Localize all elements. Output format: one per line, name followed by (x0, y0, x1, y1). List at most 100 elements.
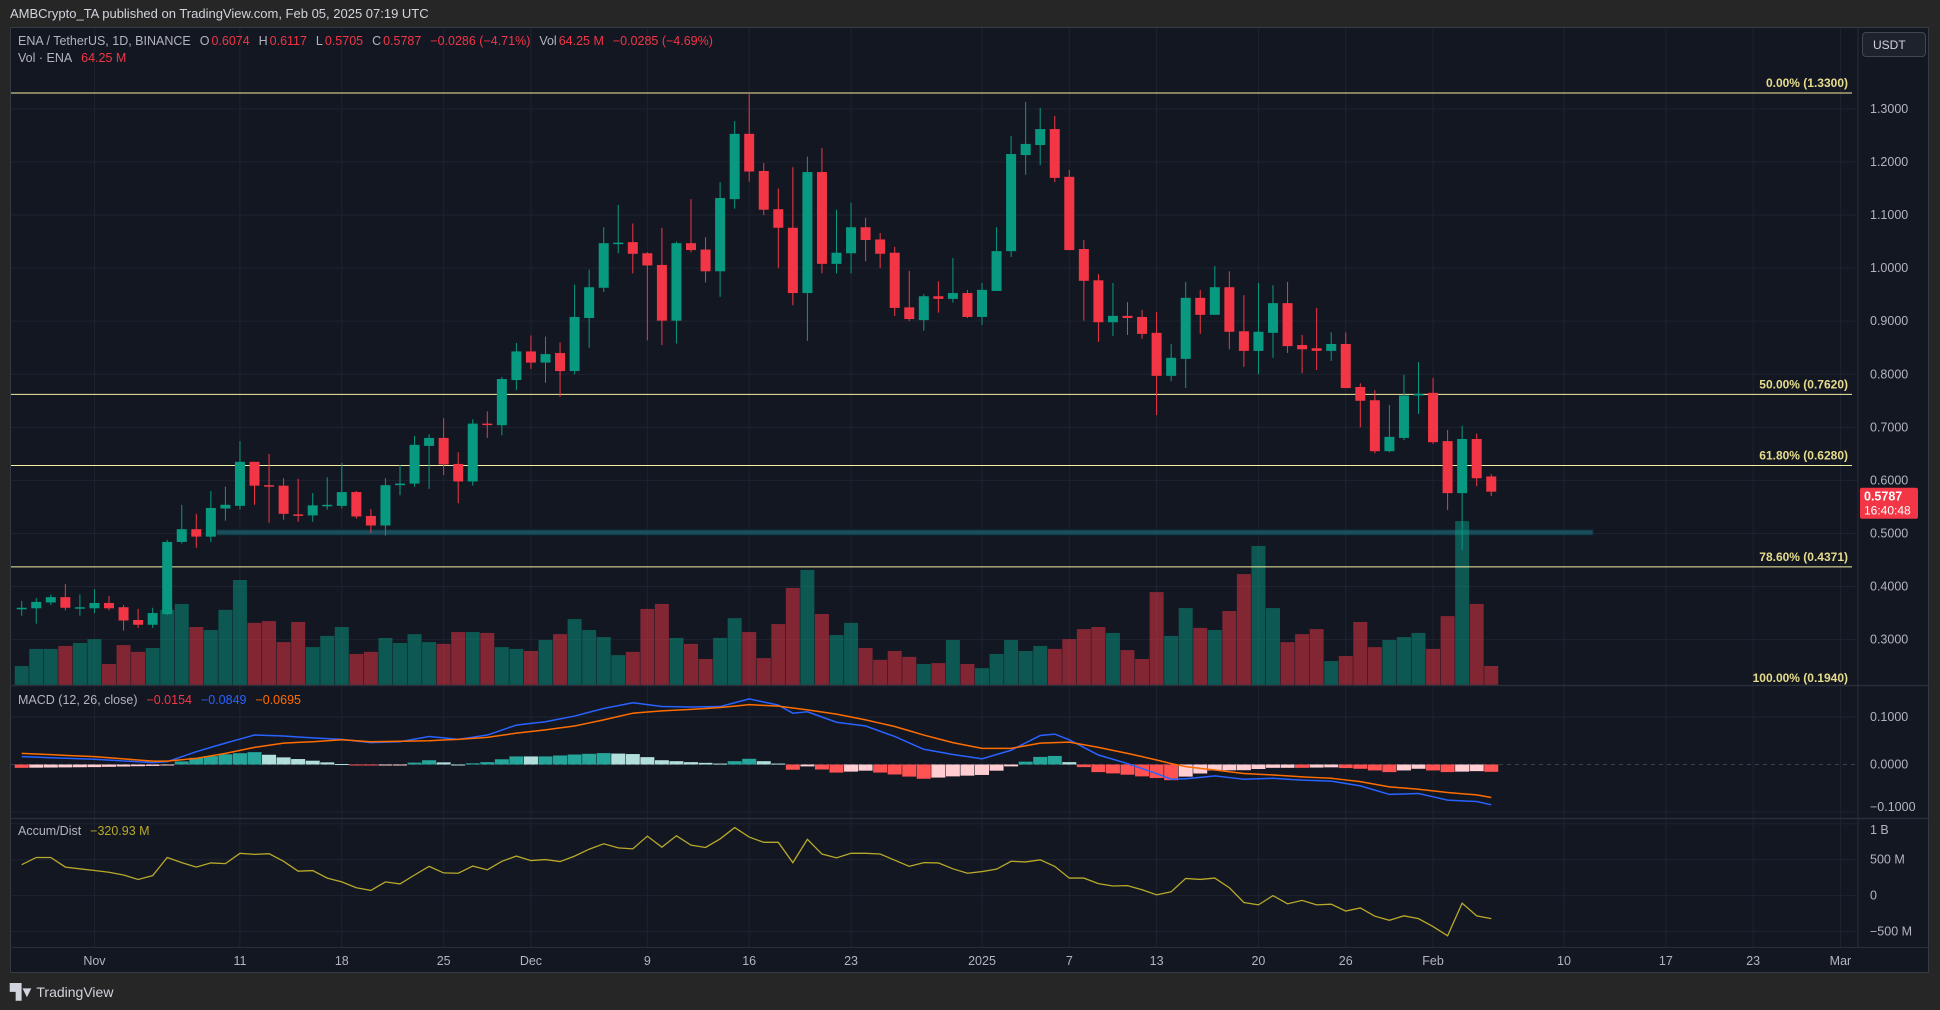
macd-histogram-bar (989, 764, 1004, 771)
candle-body (1442, 441, 1453, 494)
candle-body (758, 170, 769, 210)
volume-bar (102, 663, 116, 685)
volume-bar (436, 643, 451, 685)
volume-bar (1149, 592, 1164, 685)
macd-histogram-bar (14, 764, 29, 768)
price-axis-label: 0.5000 (1870, 526, 1908, 540)
x-axis-label: 20 (1251, 954, 1265, 968)
macd-histogram-bar (334, 764, 349, 766)
macd-histogram-bar (1367, 764, 1382, 771)
macd-histogram-bar (1047, 755, 1062, 765)
candle-body (715, 198, 726, 272)
macd-histogram-bar (145, 764, 160, 766)
chart-frame[interactable] (10, 27, 1929, 973)
volume-bar (174, 603, 189, 685)
candle-body (1180, 297, 1191, 359)
volume-bar (1266, 608, 1280, 685)
macd-histogram-bar (1396, 764, 1411, 771)
volume-bar (1047, 648, 1062, 685)
volume-bar (1382, 640, 1397, 685)
candle-body (1064, 176, 1075, 251)
macd-histogram-bar (1207, 764, 1222, 771)
macd-histogram-bar (203, 756, 218, 765)
candle-body (816, 172, 827, 264)
candle-body (395, 483, 405, 486)
volume-bar (1062, 639, 1077, 685)
macd-histogram-bar (291, 759, 306, 765)
volume-bar (203, 629, 218, 685)
volume-bar (451, 632, 466, 685)
vol-label: Vol (539, 34, 557, 48)
volume-bar (523, 650, 538, 685)
macd-histogram-bar (378, 764, 393, 766)
candle-body (1122, 315, 1133, 318)
candle-body (1340, 344, 1351, 389)
candle-body (1209, 287, 1220, 315)
macd-histogram-bar (640, 757, 655, 765)
ad-title: Accum/Dist (18, 824, 82, 838)
volume-bar (509, 648, 524, 685)
macd-histogram-bar (553, 755, 568, 765)
grid-lines (11, 28, 1857, 947)
fib-level-label: 78.60% (0.4371) (1759, 550, 1848, 564)
volume-bar (160, 609, 175, 685)
macd-histogram-bar (1295, 764, 1310, 768)
candle-body (1137, 316, 1148, 334)
volume-bar (669, 637, 684, 685)
candle-body (584, 287, 595, 318)
volume-bar (247, 622, 262, 685)
macd-histogram-bar (1455, 764, 1470, 772)
macd-histogram-bar (829, 764, 844, 773)
currency-button[interactable]: USDT (1862, 32, 1926, 57)
macd-histogram-bar (320, 762, 335, 765)
volume-bar (1076, 629, 1091, 685)
candle-body (875, 239, 886, 254)
candle-body (191, 529, 202, 537)
ad-axis-label: 0 (1870, 889, 1877, 903)
volume-bar (771, 624, 786, 685)
volume-bar (218, 609, 233, 685)
volume-bar (553, 634, 568, 685)
volume-bar (1004, 640, 1019, 685)
macd-histogram-bar (1382, 764, 1397, 773)
macd-histogram-bar (582, 753, 597, 765)
macd-histogram-bar (771, 763, 786, 765)
volume-bar (625, 651, 640, 685)
volume-bar (349, 653, 364, 685)
candle-body (1166, 357, 1177, 376)
vol-series-title: Vol · ENA (18, 51, 73, 65)
support-zone-rect (216, 529, 1594, 536)
macd-histogram-bar (698, 762, 713, 765)
candle-body (1093, 280, 1104, 323)
macd-histogram-bar (29, 764, 44, 768)
tradingview-logo-icon: ▜▼ (10, 984, 34, 1001)
macd-histogram-bar (567, 754, 582, 765)
macd-histogram-bar (814, 764, 829, 770)
candles (16, 92, 1497, 631)
macd-signal-value: −0.0695 (255, 693, 301, 707)
volume-bar (363, 651, 378, 685)
ad-axis-label: −500 M (1870, 925, 1912, 939)
candle-body (1020, 143, 1031, 156)
candle-body (1078, 249, 1089, 281)
volume-bar (785, 587, 800, 685)
candle-body (1253, 331, 1264, 351)
macd-line (21, 698, 1492, 806)
candle-body (234, 461, 245, 506)
tradingview-logo[interactable]: ▜▼ TradingView (10, 983, 113, 1001)
candle-body (1355, 386, 1366, 401)
candle-body (293, 514, 304, 516)
macd-title: MACD (12, 26, close) (18, 693, 138, 707)
macd-histogram-bar (465, 763, 480, 765)
volume-bar (480, 632, 495, 685)
macd-histogram-bar (800, 764, 815, 767)
macd-histogram-bar (669, 761, 684, 765)
volume-bar (684, 643, 698, 685)
ad-value: −320.93 M (90, 824, 150, 838)
x-axis-label: 13 (1150, 954, 1164, 968)
macd-histogram-bar (844, 764, 859, 772)
macd-histogram-bar (654, 760, 669, 765)
candle-body (16, 607, 27, 610)
candle-body (133, 619, 144, 625)
